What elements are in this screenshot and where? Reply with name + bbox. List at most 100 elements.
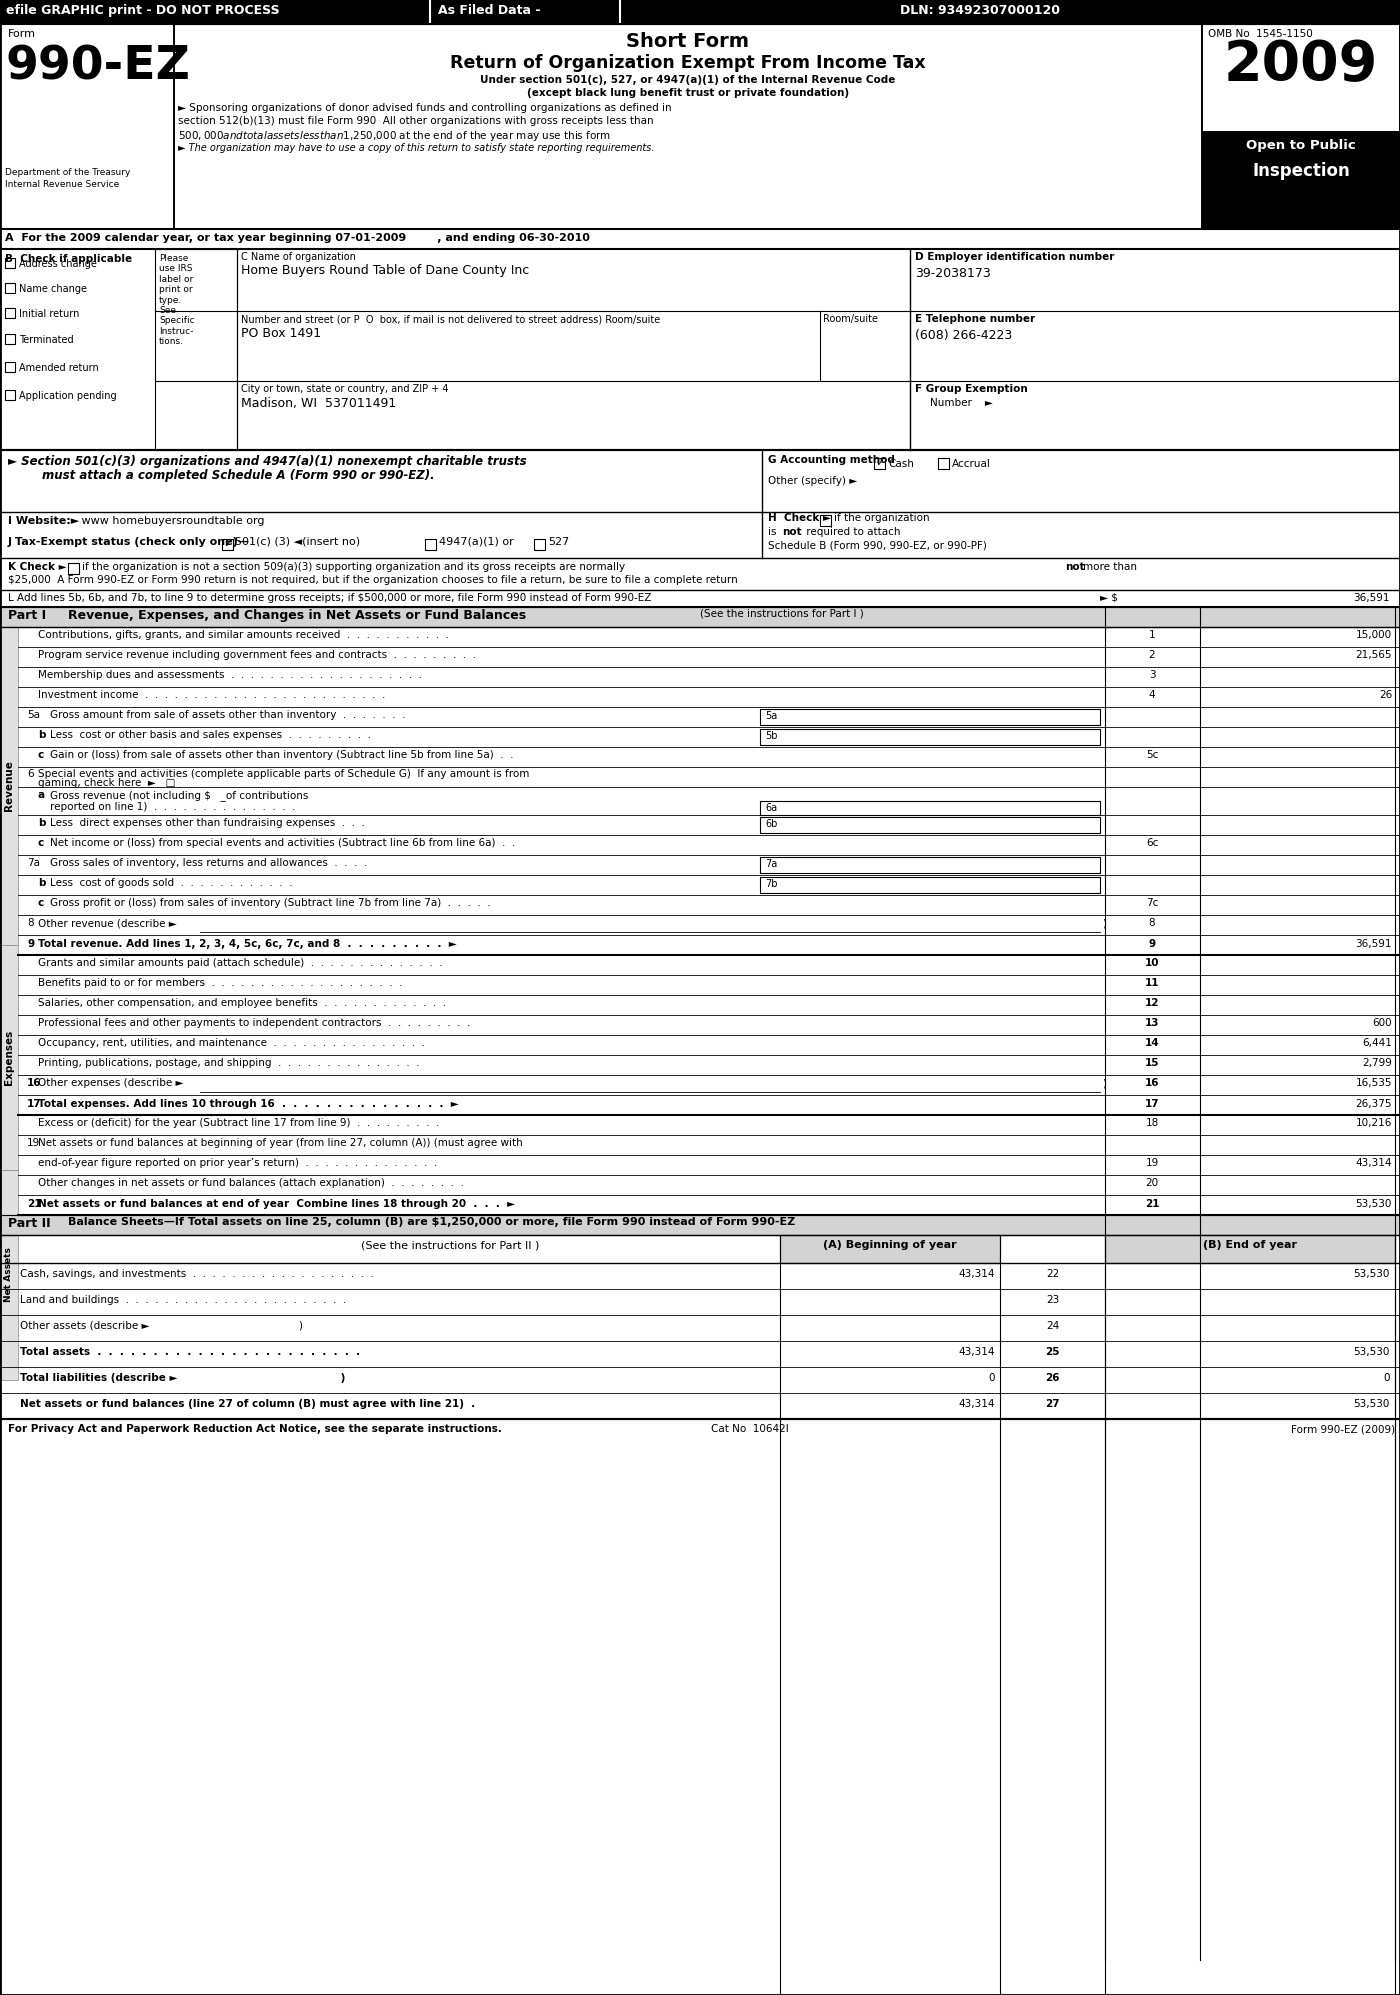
Text: Total assets  .  .  .  .  .  .  .  .  .  .  .  .  .  .  .  .  .  .  .  .  .  .  : Total assets . . . . . . . . . . . . . .… [20,1347,360,1357]
Text: 4: 4 [1148,690,1155,700]
Text: 527: 527 [547,537,570,547]
Text: 36,591: 36,591 [1355,940,1392,950]
Text: Net assets or fund balances (line 27 of column (B) must agree with line 21)  .: Net assets or fund balances (line 27 of … [20,1398,475,1408]
Text: 9: 9 [1148,940,1155,950]
Text: As Filed Data -: As Filed Data - [438,4,540,18]
Text: 18: 18 [1145,1117,1159,1127]
Text: if the organization: if the organization [834,513,930,523]
Text: c: c [38,750,45,760]
Text: b: b [38,730,45,740]
Text: 43,314: 43,314 [1355,1157,1392,1167]
Text: 6b: 6b [764,820,777,830]
Text: is: is [769,527,780,537]
Text: 17: 17 [27,1099,42,1109]
Text: 10,216: 10,216 [1355,1117,1392,1127]
Text: Gross revenue (not including $   _of contributions: Gross revenue (not including $ _of contr… [50,790,308,800]
Text: Home Buyers Round Table of Dane County Inc: Home Buyers Round Table of Dane County I… [241,263,529,277]
Text: 36,591: 36,591 [1354,593,1390,602]
Text: Short Form: Short Form [627,32,749,52]
Text: J Tax-Exempt status (check only one)—: J Tax-Exempt status (check only one)— [8,537,249,547]
Text: 501(c) (3) ◄(insert no): 501(c) (3) ◄(insert no) [235,537,360,547]
Text: Professional fees and other payments to independent contractors  .  .  .  .  .  : Professional fees and other payments to … [38,1017,470,1027]
Text: Salaries, other compensation, and employee benefits  .  .  .  .  .  .  .  .  .  : Salaries, other compensation, and employ… [38,998,447,1007]
Text: $25,000  A Form 990-EZ or Form 990 return is not required, but if the organizati: $25,000 A Form 990-EZ or Form 990 return… [8,575,738,585]
Text: 5b: 5b [764,730,777,740]
Text: 20: 20 [1145,1177,1159,1187]
Bar [0,24,174,229]
Text: 16: 16 [1145,1077,1159,1087]
Bar [0,1169,18,1381]
Text: 27: 27 [1046,1398,1060,1408]
Bar [0,24,174,229]
Text: Please
use IRS
label or
print or
type.
See
Specific
Instruc-
tions.: Please use IRS label or print or type. S… [160,253,195,347]
Text: required to attach: required to attach [804,527,900,537]
Text: 13: 13 [1145,1017,1159,1027]
Text: Other assets (describe ►                                              ): Other assets (describe ► ) [20,1321,302,1331]
Text: H  Check ►: H Check ► [769,513,832,523]
Text: 26: 26 [1379,690,1392,700]
Text: Amended return: Amended return [20,363,99,373]
Text: 19: 19 [1145,1157,1159,1167]
Text: Special events and activities (complete applicable parts of Schedule G)  If any : Special events and activities (complete … [38,768,529,778]
Text: more than: more than [1084,563,1137,573]
Text: Revenue, Expenses, and Changes in Net Assets or Fund Balances: Revenue, Expenses, and Changes in Net As… [69,608,526,622]
Bar [0,0,1400,24]
Text: 43,314: 43,314 [959,1269,995,1279]
Text: 24: 24 [1046,1321,1060,1331]
Text: end-of-year figure reported on prior year’s return)  .  .  .  .  .  .  .  .  .  : end-of-year figure reported on prior yea… [38,1157,437,1167]
Text: 7a: 7a [764,860,777,870]
Text: 2009: 2009 [1224,38,1378,92]
Text: Application pending: Application pending [20,391,116,401]
Text: (See the instructions for Part I ): (See the instructions for Part I ) [700,608,864,618]
Bar [69,563,78,575]
Text: PO Box 1491: PO Box 1491 [241,327,321,339]
Text: 16,535: 16,535 [1355,1077,1392,1087]
Text: 5a: 5a [27,710,41,720]
Text: L Add lines 5b, 6b, and 7b, to line 9 to determine gross receipts; if $500,000 o: L Add lines 5b, 6b, and 7b, to line 9 to… [8,593,651,602]
Text: Total expenses. Add lines 10 through 16  .  .  .  .  .  .  .  .  .  .  .  .  .  : Total expenses. Add lines 10 through 16 … [38,1099,459,1109]
Text: (608) 266-4223: (608) 266-4223 [916,329,1012,341]
Text: Form: Form [8,30,36,40]
Text: Room/suite: Room/suite [823,313,878,323]
Text: ): ) [1102,1077,1106,1087]
Text: Occupancy, rent, utilities, and maintenance  .  .  .  .  .  .  .  .  .  .  .  . : Occupancy, rent, utilities, and maintena… [38,1037,426,1047]
Text: 21: 21 [27,1199,42,1209]
Text: Other (specify) ►: Other (specify) ► [769,477,857,487]
Text: City or town, state or country, and ZIP + 4: City or town, state or country, and ZIP … [241,383,448,393]
Text: Initial return: Initial return [20,309,80,319]
Text: Cash: Cash [888,459,914,469]
Text: 53,530: 53,530 [1354,1347,1390,1357]
Bar [0,606,1400,626]
Text: Program service revenue including government fees and contracts  .  .  .  .  .  : Program service revenue including govern… [38,650,476,660]
Text: 2: 2 [1148,650,1155,660]
Text: gaming, check here  ►   □: gaming, check here ► □ [38,778,175,788]
Text: 10: 10 [1145,958,1159,968]
Text: G Accounting method: G Accounting method [769,455,895,465]
Text: not: not [783,527,802,537]
Text: Gross amount from sale of assets other than inventory  .  .  .  .  .  .  .: Gross amount from sale of assets other t… [50,710,406,720]
Text: Benefits paid to or for members  .  .  .  .  .  .  .  .  .  .  .  .  .  .  .  . : Benefits paid to or for members . . . . … [38,978,403,988]
Text: Other revenue (describe ►: Other revenue (describe ► [38,918,176,928]
Text: 53,530: 53,530 [1354,1398,1390,1408]
Text: Name change: Name change [20,283,87,293]
Text: 16: 16 [27,1077,42,1087]
Text: Terminated: Terminated [20,335,74,345]
Bar [6,333,15,343]
Text: 5c: 5c [1145,750,1158,760]
Text: Grants and similar amounts paid (attach schedule)  .  .  .  .  .  .  .  .  .  . : Grants and similar amounts paid (attach … [38,958,442,968]
Bar [155,249,237,451]
Text: Department of the Treasury: Department of the Treasury [6,168,130,178]
Text: Other changes in net assets or fund balances (attach explanation)  .  .  .  .  .: Other changes in net assets or fund bala… [38,1177,463,1187]
Text: D Employer identification number: D Employer identification number [916,251,1114,261]
Text: ► $: ► $ [1100,593,1117,602]
Bar [760,818,1100,834]
Text: ): ) [1102,918,1106,928]
Bar [0,249,1400,451]
Text: 23: 23 [1046,1295,1060,1305]
Text: Address change: Address change [20,259,97,269]
Text: 6a: 6a [764,804,777,814]
Text: 39-2038173: 39-2038173 [916,267,991,279]
Text: 15,000: 15,000 [1355,630,1392,640]
Bar [6,257,15,267]
Text: 7c: 7c [1145,898,1158,908]
